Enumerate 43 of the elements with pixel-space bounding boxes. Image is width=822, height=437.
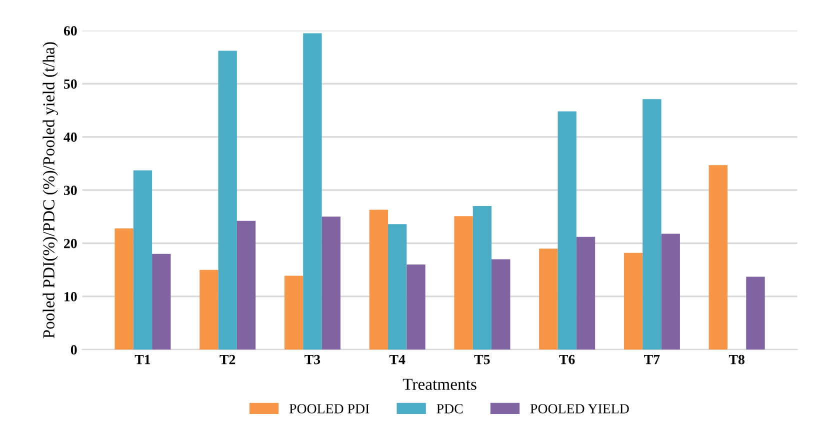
bar: [369, 210, 388, 350]
x-tick-label: T3: [304, 354, 320, 364]
x-axis-title: Treatments: [402, 378, 476, 390]
bar: [576, 236, 596, 350]
bar: [624, 252, 643, 350]
y-axis-title: Pooled PDI(%)/PDC (%)/Pooled yield (t/ha): [42, 42, 58, 338]
bar: [284, 276, 304, 350]
bar: [200, 270, 218, 350]
bar: [388, 224, 407, 350]
bar: [492, 259, 510, 350]
bar: [746, 276, 765, 350]
bar: [539, 248, 558, 350]
bar: [236, 220, 256, 350]
bar: [558, 111, 576, 350]
x-tick-label: T7: [644, 355, 660, 364]
bar: [322, 216, 340, 350]
bar: [133, 170, 152, 350]
legend-label: POOLED PDI: [289, 404, 370, 414]
bar: [218, 50, 237, 350]
bar: [661, 234, 680, 350]
y-tick-label: 10: [64, 292, 77, 302]
y-tick-label: 20: [64, 238, 77, 248]
y-tick-label: 40: [64, 132, 77, 142]
y-tick-label: 0: [70, 345, 77, 355]
y-tick-label: 60: [64, 26, 77, 36]
bar: [454, 216, 473, 350]
x-tick-label: T6: [559, 354, 575, 364]
legend-label: PDC: [436, 404, 463, 414]
bar: [406, 264, 426, 350]
x-tick-label: T1: [134, 354, 150, 364]
x-tick-label: T2: [220, 354, 236, 364]
x-tick-label: T5: [474, 355, 490, 364]
y-tick-label: 30: [64, 186, 77, 196]
bar: [472, 206, 492, 350]
bar: [152, 254, 171, 350]
y-tick-label: 50: [64, 79, 77, 89]
bar: [642, 99, 662, 350]
bar: [708, 165, 728, 350]
legend-label: POOLED YIELD: [530, 404, 629, 414]
x-tick-label: T4: [389, 354, 406, 364]
x-tick-label: T8: [728, 354, 744, 364]
bar: [303, 33, 322, 350]
bar: [114, 228, 134, 350]
